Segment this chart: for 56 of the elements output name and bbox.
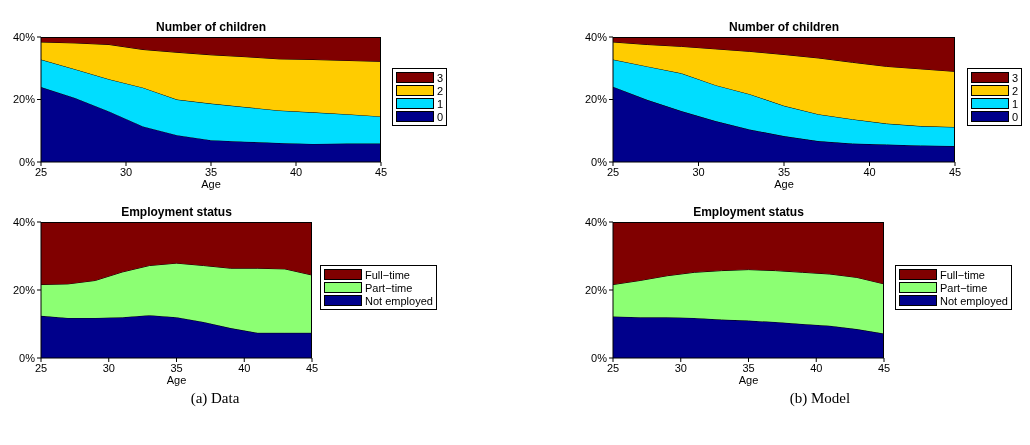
- x-axis-title: Age: [774, 178, 794, 190]
- x-axis-title: Age: [738, 374, 759, 386]
- legend-label: 0: [437, 110, 444, 123]
- x-tick-label: 45: [948, 165, 962, 178]
- x-tick-label: 45: [305, 361, 319, 374]
- legend-label: 3: [1012, 71, 1019, 84]
- y-tick-label: 20%: [584, 283, 608, 296]
- legend-label: Part−time: [365, 281, 413, 294]
- legend-label: Not employed: [365, 294, 433, 307]
- y-tick-label: 40%: [584, 215, 608, 228]
- x-tick-label: 25: [606, 165, 620, 178]
- chart-title: Number of children: [728, 20, 840, 34]
- legend-label: Full−time: [940, 268, 985, 281]
- x-tick-label: 40: [238, 361, 251, 374]
- y-tick-label: 40%: [584, 30, 608, 43]
- x-tick-label: 45: [374, 165, 388, 178]
- y-tick-label: 40%: [12, 30, 36, 43]
- x-tick-label: 35: [204, 165, 218, 178]
- legend-label: Not employed: [940, 294, 1008, 307]
- x-tick-label: 25: [606, 361, 620, 374]
- y-tick-label: 0%: [19, 155, 36, 168]
- text: (a) Data: [189, 390, 241, 407]
- chart-title: Employment status: [120, 205, 233, 219]
- legend-label: 1: [437, 97, 444, 110]
- legend-label: 3: [437, 71, 444, 84]
- x-tick-label: 25: [34, 165, 48, 178]
- y-tick-label: 20%: [12, 93, 36, 106]
- y-tick-label: 20%: [12, 283, 36, 296]
- legend-label: 0: [1012, 110, 1019, 123]
- x-tick-label: 30: [674, 361, 687, 374]
- x-tick-label: 25: [34, 361, 48, 374]
- chart-title: Number of children: [155, 20, 267, 34]
- x-tick-label: 35: [170, 361, 183, 374]
- legend-label: 2: [1012, 84, 1019, 97]
- legend-label: 2: [437, 84, 444, 97]
- x-tick-label: 30: [692, 165, 705, 178]
- legend-label: 1: [1012, 97, 1019, 110]
- chart-title: Employment status: [692, 205, 805, 219]
- x-axis-title: Age: [166, 374, 187, 386]
- x-tick-label: 35: [777, 165, 791, 178]
- x-axis-title: Age: [201, 178, 221, 190]
- x-tick-label: 35: [742, 361, 755, 374]
- y-tick-label: 0%: [591, 155, 608, 168]
- x-tick-label: 40: [810, 361, 823, 374]
- legend-label: Full−time: [365, 268, 410, 281]
- y-tick-label: 20%: [584, 93, 608, 106]
- text: (b) Model: [788, 390, 852, 407]
- x-tick-label: 40: [863, 165, 876, 178]
- y-tick-label: 0%: [591, 351, 608, 364]
- y-tick-label: 0%: [19, 351, 36, 364]
- x-tick-label: 40: [289, 165, 303, 178]
- legend-label: Part−time: [940, 281, 988, 294]
- x-tick-label: 30: [102, 361, 115, 374]
- x-tick-label: 45: [877, 361, 891, 374]
- y-tick-label: 40%: [12, 215, 36, 228]
- x-tick-label: 30: [119, 165, 133, 178]
